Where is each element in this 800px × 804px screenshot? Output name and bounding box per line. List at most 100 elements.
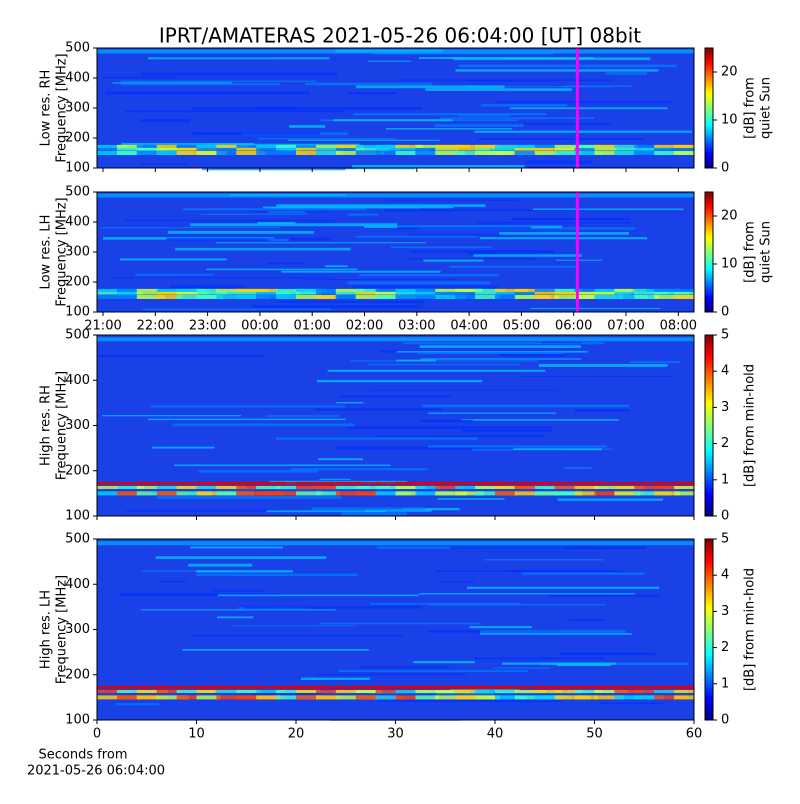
spectrum-texture [167, 230, 314, 234]
spectrum-band [236, 685, 263, 689]
spectrum-band [634, 481, 667, 485]
spectrum-texture [266, 510, 386, 513]
spectrum-texture [150, 405, 346, 408]
spectrum-texture [499, 353, 565, 357]
spectrum-texture [405, 258, 536, 260]
spectrum-band [674, 695, 694, 700]
spectrum-texture [172, 423, 356, 427]
spectrum-band [594, 147, 617, 151]
spectrum-band [634, 144, 661, 148]
spectrum-texture [211, 589, 265, 592]
spectrum-texture [204, 143, 360, 146]
spectrum-texture [116, 703, 160, 706]
spectrum-band [514, 147, 554, 151]
spectrum-band [554, 151, 582, 155]
spectrum-texture [423, 259, 484, 262]
spectrum-band [156, 491, 188, 496]
spectrum-band [216, 485, 247, 489]
y-tick-label: 500 [65, 328, 90, 343]
spectrum-texture [232, 625, 356, 627]
spectrum-texture [335, 446, 514, 450]
spectrum-texture [140, 609, 336, 611]
spectrum-texture [200, 213, 308, 215]
y-tick-label: 500 [65, 185, 90, 200]
colorbar-tick-label: 4 [721, 364, 729, 379]
spectrum-texture [315, 673, 467, 676]
spectrum-band [216, 144, 249, 148]
spectrum-texture [192, 106, 297, 110]
spectrum-band [196, 291, 228, 295]
y-tick-label: 400 [65, 577, 90, 592]
spectrum-band [475, 151, 513, 155]
spectrum-band [435, 485, 464, 489]
spectrum-band [574, 689, 603, 693]
spectrum-texture [318, 458, 364, 461]
colorbar-tick-label: 2 [721, 436, 729, 451]
y-tick-label: 100 [65, 305, 90, 320]
colorbar-tick-label: 3 [721, 400, 729, 415]
spectrum-texture [281, 270, 441, 273]
spectrum-band [315, 291, 339, 295]
spectrum-texture [355, 85, 505, 89]
colorbar-tick-label: 10 [721, 113, 738, 128]
spectrum-band [296, 291, 322, 295]
spectrum-band [674, 485, 694, 489]
spectrum-band [495, 481, 530, 485]
spectrum-band [196, 295, 222, 299]
spectrum-band [594, 151, 634, 155]
spectrum-texture [367, 363, 521, 366]
spectrum-texture [300, 677, 371, 680]
y-tick-label: 200 [65, 463, 90, 478]
spectrum-texture [492, 667, 550, 669]
spectrum-band [495, 685, 516, 689]
spectrum-band [435, 147, 459, 151]
spectrum-band [156, 685, 183, 689]
spectrum-band [475, 295, 500, 299]
spectrum-band [634, 291, 669, 295]
spectrum-texture [267, 238, 289, 242]
spectrum-band [176, 491, 213, 496]
spectrum-band [296, 288, 327, 292]
spectrum-band [395, 485, 426, 489]
spectrum-texture [386, 128, 513, 130]
spectrum-band [335, 147, 362, 151]
spectrum-band [574, 491, 597, 496]
spectrum-texture [347, 426, 553, 429]
spectrum-band [435, 295, 467, 299]
x-tick-label: 60 [686, 727, 703, 742]
spectrum-texture [251, 107, 423, 110]
spectrum-texture [477, 221, 634, 224]
spectrum-band [674, 685, 694, 689]
spectrum-texture [101, 227, 280, 229]
spectrum-texture [105, 91, 310, 95]
spectrum-texture [97, 354, 264, 358]
spectrum-band [514, 295, 551, 299]
spectrum-band [216, 491, 255, 496]
y-axis-label: Low res. RH [39, 70, 54, 147]
x-tick-label: 00:00 [241, 319, 278, 334]
spectrum-texture [370, 602, 521, 605]
spectrum-texture [215, 242, 426, 244]
spectrum-band [136, 151, 169, 155]
spectrum-band [375, 151, 415, 155]
spectrum-texture [374, 435, 544, 437]
spectrum-band [455, 491, 485, 496]
spectrum-texture [520, 375, 673, 377]
spectrum-band [514, 485, 538, 489]
spectrum-band [554, 685, 594, 689]
spectrum-texture [359, 274, 500, 277]
spectrum-texture [182, 208, 366, 211]
spectrum-texture [437, 498, 505, 500]
spectrum-band [136, 295, 166, 299]
colorbar-tick-label: 4 [721, 568, 729, 583]
spectrum-texture [119, 593, 282, 596]
spectrum-band [97, 295, 122, 299]
y-tick-label: 300 [65, 101, 90, 116]
spectrum-texture [428, 445, 608, 448]
spectrum-texture [457, 114, 511, 117]
spectrum-texture [190, 223, 398, 227]
spectrum-band [654, 291, 690, 295]
spectrum-texture [159, 580, 187, 583]
spectrum-band [455, 695, 495, 700]
spectrum-band [534, 151, 557, 155]
